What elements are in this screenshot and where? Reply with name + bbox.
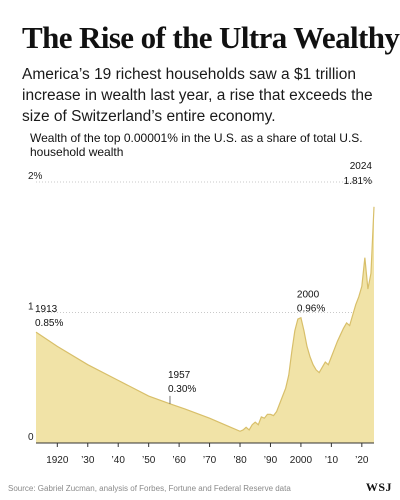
area-fill [36,206,374,443]
series-line [35,206,375,432]
x-tick-label: ’60 [172,455,186,466]
source-note: Source: Gabriel Zucman, analysis of Forb… [8,484,291,493]
annotation-year: 2024 [350,161,373,172]
annotation-value: 0.85% [35,318,63,329]
x-tick-label: ’90 [264,455,278,466]
headline: The Rise of the Ultra Wealthy [22,20,400,55]
annotation-value: 0.96% [297,304,325,315]
annotation-year: 2000 [297,290,320,301]
x-tick-label: ’20 [355,455,369,466]
x-tick-label: 1920 [46,455,69,466]
x-tick-label: ’70 [203,455,217,466]
dek: America’s 19 richest households saw a $1… [22,66,373,125]
annotation-year: 1957 [168,370,191,381]
x-tick-label: ’40 [112,455,126,466]
x-tick-label: ’50 [142,455,156,466]
x-tick-label: ’10 [325,455,339,466]
y-tick-label: 1 [28,302,34,313]
annotation-value: 0.30% [168,384,196,395]
x-tick-label: ’80 [233,455,247,466]
y-tick-label: 2% [28,171,43,182]
x-tick-label: ’30 [81,455,95,466]
wsj-logo: WSJ [365,480,392,494]
annotation-year: 1913 [35,304,58,315]
y-tick-label: 0 [28,432,34,443]
x-tick-label: 2000 [290,455,313,466]
annotation-value: 1.81% [344,176,372,187]
chart-title: Wealth of the top 0.00001% in the U.S. a… [30,131,363,159]
